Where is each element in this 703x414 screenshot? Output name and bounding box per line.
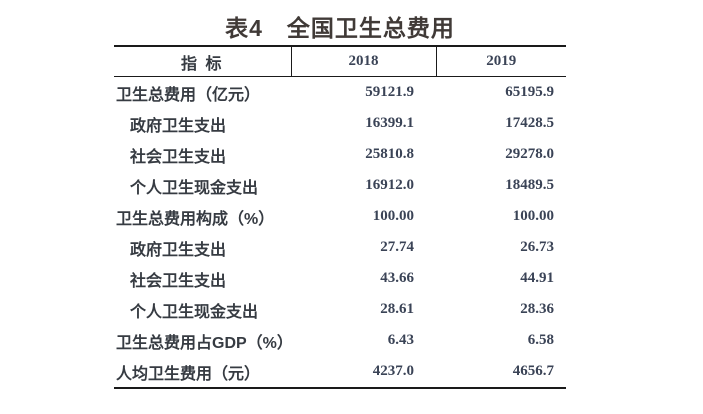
row-label: 卫生总费用（亿元）	[116, 86, 261, 104]
health-expenditure-table: 指 标 2018 2019 卫生总费用（亿元） 59121.9 65195.9 …	[114, 45, 566, 389]
value-2019: 6.58	[527, 332, 554, 348]
table-row: 卫生总费用构成（%） 100.00 100.00	[114, 201, 566, 232]
table-row: 个人卫生现金支出 28.61 28.36	[114, 294, 566, 325]
value-2018: 4237.0	[372, 363, 414, 379]
table-row: 社会卫生支出 43.66 44.91	[114, 263, 566, 294]
value-2018: 59121.9	[365, 84, 414, 100]
table-title: 表4 全国卫生总费用	[225, 15, 455, 41]
row-label: 卫生总费用占GDP（%）	[116, 334, 293, 352]
row-label: 卫生总费用构成（%）	[116, 210, 275, 228]
table-row: 卫生总费用占GDP（%） 6.43 6.58	[114, 325, 566, 356]
value-2019: 44.91	[520, 270, 554, 286]
column-header-2019: 2019	[435, 46, 566, 77]
value-2018: 43.66	[380, 270, 414, 286]
column-header-2018: 2018	[290, 46, 436, 77]
table-row: 政府卫生支出 16399.1 17428.5	[114, 108, 566, 139]
row-label: 政府卫生支出	[130, 117, 227, 135]
value-2018: 16399.1	[365, 115, 414, 131]
row-label: 个人卫生现金支出	[130, 303, 259, 321]
row-label: 人均卫生费用（元）	[116, 365, 261, 383]
value-2018: 16912.0	[365, 177, 414, 193]
row-label: 社会卫生支出	[130, 272, 227, 290]
header-row: 指 标 2018 2019	[114, 46, 566, 77]
table-body: 卫生总费用（亿元） 59121.9 65195.9 政府卫生支出 16399.1…	[114, 77, 566, 389]
row-label: 个人卫生现金支出	[130, 179, 259, 197]
table-header: 指 标 2018 2019	[114, 46, 566, 77]
value-2019: 17428.5	[505, 115, 554, 131]
table-row: 人均卫生费用（元） 4237.0 4656.7	[114, 356, 566, 388]
column-header-indicator: 指 标	[114, 46, 291, 77]
value-2018: 6.43	[387, 332, 414, 348]
value-2019: 18489.5	[505, 177, 554, 193]
value-2018: 28.61	[380, 301, 414, 317]
value-2019: 4656.7	[512, 363, 554, 379]
table-row: 个人卫生现金支出 16912.0 18489.5	[114, 170, 566, 201]
value-2018: 25810.8	[365, 146, 414, 162]
value-2019: 65195.9	[505, 84, 554, 100]
value-2018: 27.74	[380, 239, 414, 255]
value-2019: 29278.0	[505, 146, 554, 162]
row-label: 社会卫生支出	[130, 148, 227, 166]
value-2018: 100.00	[372, 208, 414, 224]
row-label: 政府卫生支出	[130, 241, 227, 259]
value-2019: 26.73	[520, 239, 554, 255]
value-2019: 28.36	[520, 301, 554, 317]
table-row: 政府卫生支出 27.74 26.73	[114, 232, 566, 263]
value-2019: 100.00	[512, 208, 554, 224]
table-row: 卫生总费用（亿元） 59121.9 65195.9	[114, 77, 566, 109]
table-row: 社会卫生支出 25810.8 29278.0	[114, 139, 566, 170]
